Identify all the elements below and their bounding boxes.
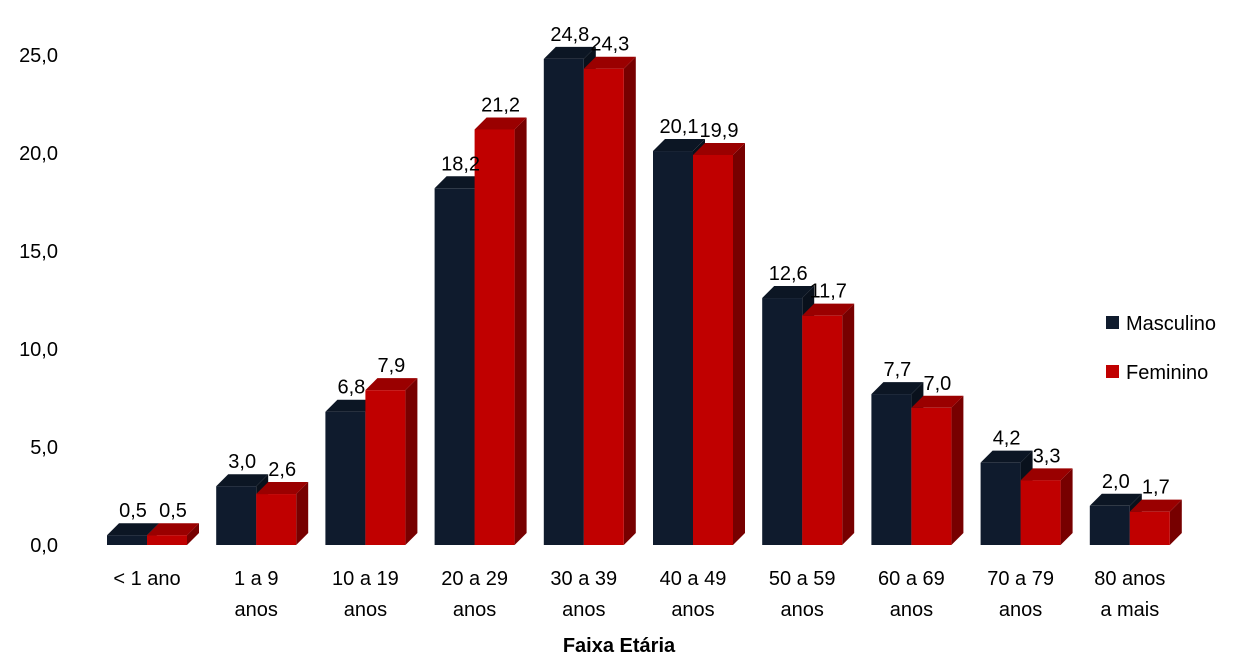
data-label-masculino-4: 18,2 <box>441 153 480 175</box>
legend: Masculino Feminino <box>1106 313 1216 384</box>
x-tick-label: 30 a 39 anos <box>550 568 617 621</box>
data-label-feminino-5: 24,3 <box>590 34 629 56</box>
bar-feminino-3 <box>365 378 418 545</box>
bar-feminino-8 <box>911 395 964 545</box>
x-axis-title: Faixa Etária <box>563 635 676 657</box>
data-label-masculino-9: 4,2 <box>993 428 1021 450</box>
x-axis: < 1 ano 1 a 9 anos 10 a 19 anos 20 a 29 anos 30… <box>113 568 1165 621</box>
data-label-masculino-8: 7,7 <box>883 359 911 381</box>
bar-feminino-4 <box>474 117 527 546</box>
x-tick-label: 1 a 9 anos <box>234 568 278 621</box>
legend-swatch-masculino <box>1106 316 1119 329</box>
data-label-feminino-4: 21,2 <box>481 94 520 116</box>
data-label-masculino-2: 3,0 <box>228 451 256 473</box>
data-label-feminino-9: 3,3 <box>1033 445 1061 467</box>
x-tick-label: < 1 ano <box>113 568 180 590</box>
x-tick-label: 70 a 79 anos <box>987 568 1054 621</box>
data-label-feminino-3: 7,9 <box>377 355 405 377</box>
bar-feminino-5 <box>583 56 636 545</box>
bar-feminino-2 <box>256 482 309 545</box>
bar-feminino-6 <box>693 142 745 545</box>
bar-feminino-9 <box>1020 468 1073 545</box>
bars <box>107 46 1182 546</box>
y-tick-label: 0,0 <box>30 535 58 557</box>
data-label-masculino-7: 12,6 <box>769 263 808 285</box>
data-label-feminino-1: 0,5 <box>159 500 187 522</box>
bar-feminino-1 <box>147 523 199 545</box>
x-tick-label: 20 a 29 anos <box>441 568 508 621</box>
y-tick-label: 15,0 <box>19 241 58 263</box>
legend-swatch-feminino <box>1106 365 1119 378</box>
data-label-feminino-7: 11,7 <box>809 281 846 303</box>
data-label-feminino-10: 1,7 <box>1142 477 1170 499</box>
x-tick-label: 80 anos a mais <box>1094 568 1165 621</box>
data-label-feminino-6: 19,9 <box>700 120 739 142</box>
data-label-masculino-6: 20,1 <box>660 116 699 138</box>
data-label-masculino-10: 2,0 <box>1102 471 1130 493</box>
x-tick-label: 60 a 69 anos <box>878 568 945 621</box>
y-axis: 0,0 5,0 10,0 15,0 20,0 25,0 <box>19 45 58 557</box>
y-tick-label: 25,0 <box>19 45 58 67</box>
data-label-masculino-5: 24,8 <box>550 24 589 46</box>
y-tick-label: 10,0 <box>19 339 58 361</box>
data-labels: 0,5 0,5 3,0 2,6 6,8 7,9 18,2 21,2 24,8 24,3 20,1 19… <box>119 24 1170 522</box>
data-label-feminino-2: 2,6 <box>268 459 296 481</box>
y-tick-label: 20,0 <box>19 143 58 165</box>
legend-label-masculino: Masculino <box>1126 313 1216 335</box>
data-label-feminino-8: 7,0 <box>923 373 951 395</box>
x-tick-label: 40 a 49 anos <box>660 568 727 621</box>
x-tick-label: 10 a 19 anos <box>332 568 399 621</box>
bar-feminino-7 <box>802 303 855 545</box>
data-label-masculino-1: 0,5 <box>119 500 147 522</box>
data-label-masculino-3: 6,8 <box>337 377 365 399</box>
y-tick-label: 5,0 <box>30 437 58 459</box>
legend-label-feminino: Feminino <box>1126 362 1208 384</box>
bar-feminino-10 <box>1129 499 1182 545</box>
x-tick-label: 50 a 59 anos <box>769 568 836 621</box>
